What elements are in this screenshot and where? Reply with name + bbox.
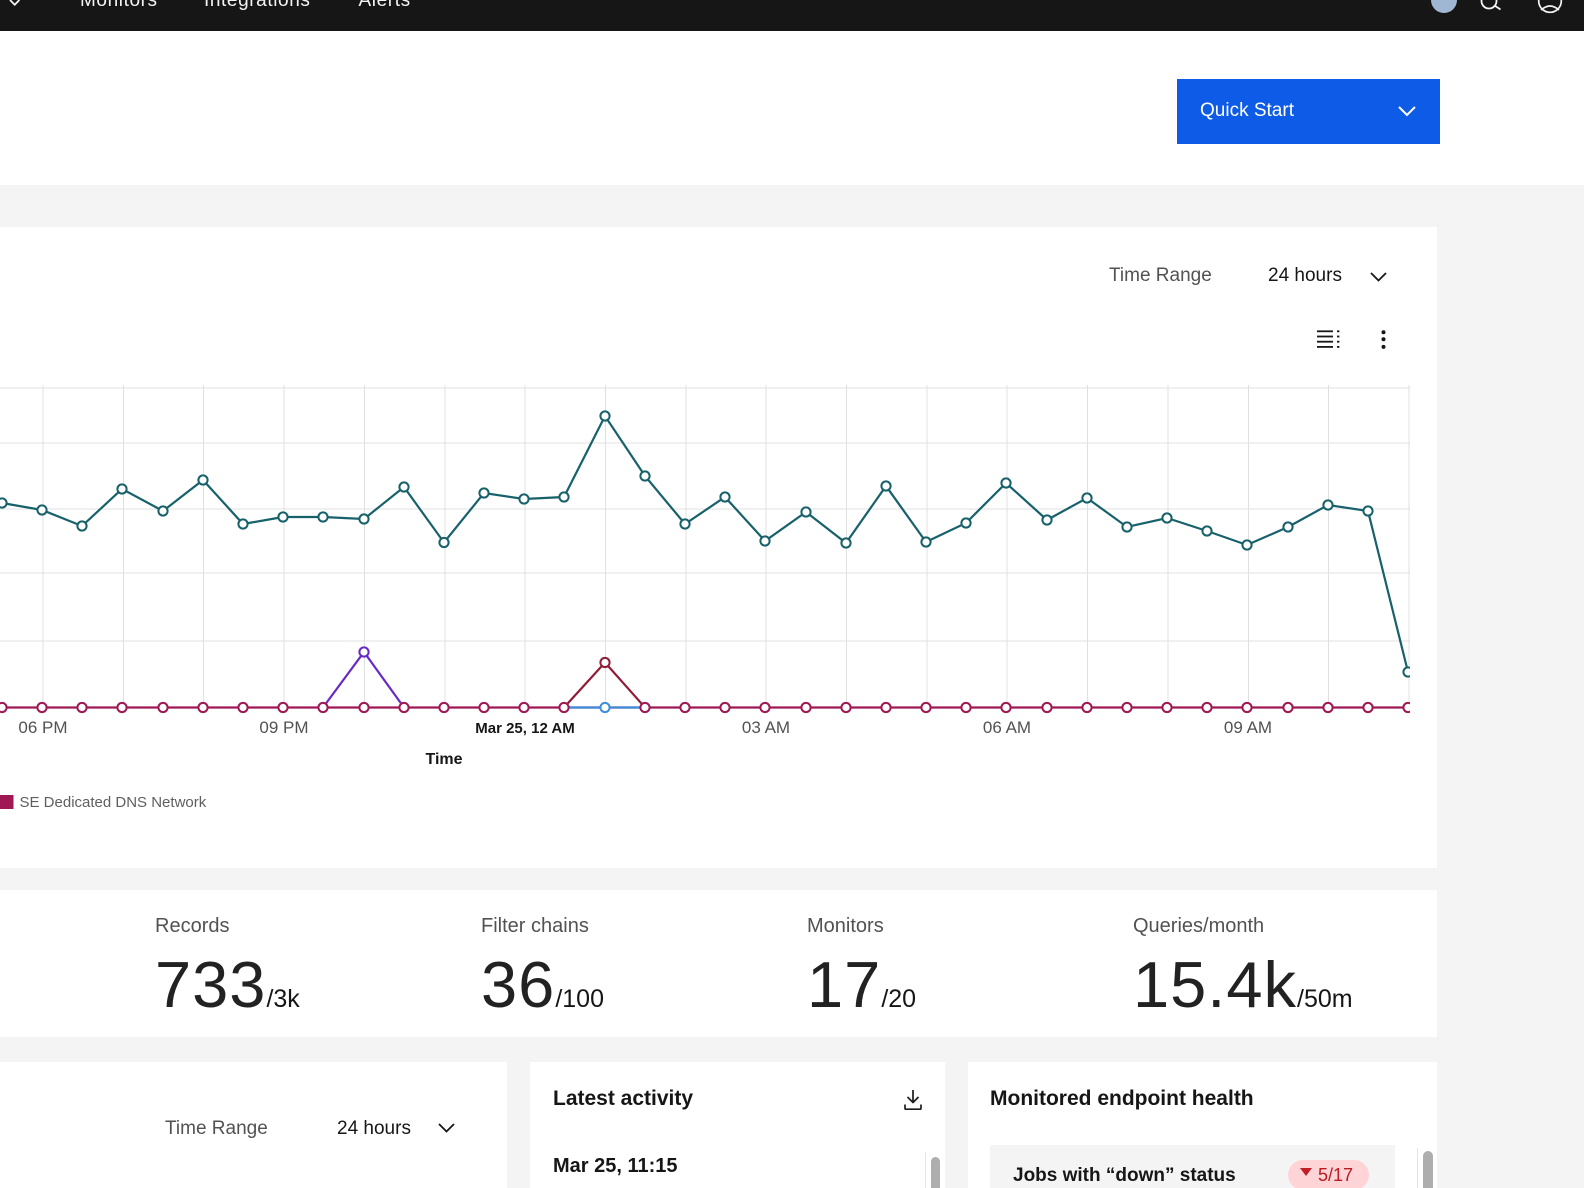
svg-text:Monitors: Monitors bbox=[80, 0, 158, 11]
svg-text:SE Dedicated DNS Network: SE Dedicated DNS Network bbox=[20, 794, 207, 811]
svg-text:03 AM: 03 AM bbox=[742, 718, 790, 737]
svg-text:Mar 25, 12 AM: Mar 25, 12 AM bbox=[475, 720, 575, 737]
svg-text:Integrations: Integrations bbox=[204, 0, 311, 11]
svg-text:Time: Time bbox=[425, 751, 462, 768]
svg-text:Alerts: Alerts bbox=[359, 0, 411, 11]
svg-text:06 PM: 06 PM bbox=[18, 718, 67, 737]
svg-text:06 AM: 06 AM bbox=[983, 718, 1031, 737]
svg-text:09 AM: 09 AM bbox=[1224, 718, 1272, 737]
svg-text:09 PM: 09 PM bbox=[259, 718, 308, 737]
